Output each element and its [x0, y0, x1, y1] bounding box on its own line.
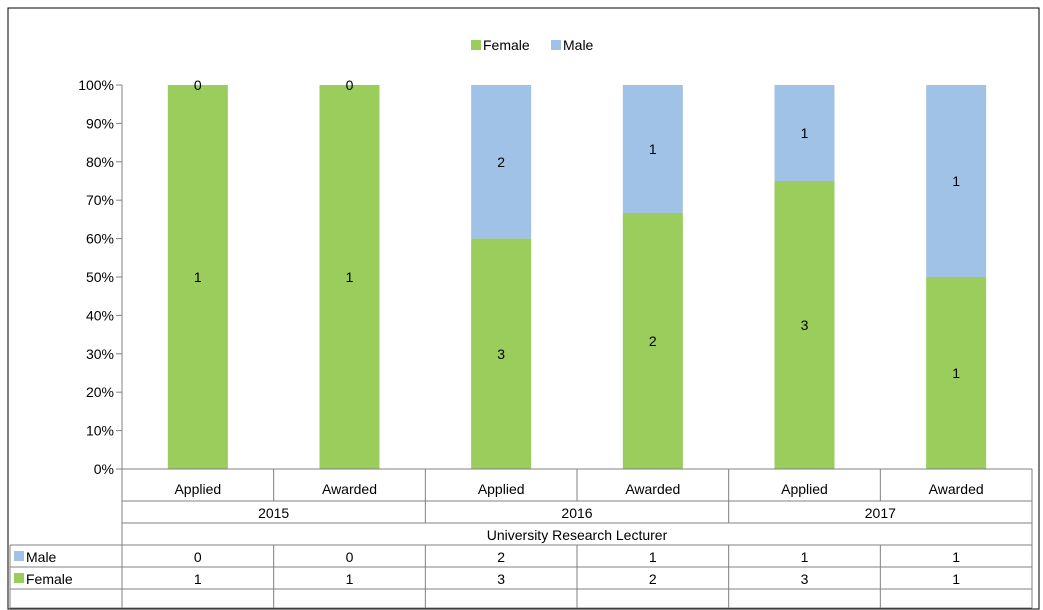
- table-row-label-female: Female: [26, 571, 73, 587]
- legend: Female Male: [471, 37, 594, 53]
- table-cell-female: 1: [194, 571, 202, 587]
- bar-label-male: 2: [497, 154, 505, 170]
- table-cell-female: 3: [497, 571, 505, 587]
- bar-male: [471, 85, 532, 239]
- bar-male: [774, 85, 835, 181]
- y-tick-label: 50%: [86, 269, 114, 285]
- bar-male: [622, 85, 683, 213]
- data-table: Male Female 0 1 0 1 2 3 1 2 1 3 1 1: [9, 545, 1033, 609]
- bar-female: [926, 277, 987, 469]
- bar-label-female: 3: [801, 317, 809, 333]
- legend-label-male: Male: [563, 37, 594, 53]
- table-cell-male: 2: [497, 549, 505, 565]
- y-tick-label: 60%: [86, 231, 114, 247]
- table-cell-male: 0: [346, 549, 354, 565]
- table-cell-male: 0: [194, 549, 202, 565]
- legend-swatch-female: [471, 40, 481, 50]
- bars: [167, 85, 987, 469]
- x-group-label: 2015: [258, 505, 289, 521]
- y-tick-label: 100%: [78, 77, 114, 93]
- legend-swatch-male: [551, 40, 561, 50]
- x-axis: Applied Awarded Applied Awarded Applied Award…: [10, 468, 1033, 546]
- y-tick-label: 30%: [86, 346, 114, 362]
- x-category-label: Awarded: [929, 481, 984, 497]
- y-tick-label: 90%: [86, 115, 114, 131]
- legend-label-female: Female: [483, 37, 530, 53]
- table-cell-female: 1: [346, 571, 354, 587]
- bar-label-female: 3: [497, 346, 505, 362]
- bar-female: [622, 213, 683, 469]
- table-cell-male: 1: [952, 549, 960, 565]
- y-tick-label: 80%: [86, 154, 114, 170]
- table-swatch-male: [14, 551, 24, 561]
- table-cell-female: 3: [801, 571, 809, 587]
- x-group-label: 2016: [561, 505, 592, 521]
- bar-label-male: 0: [194, 77, 202, 93]
- y-tick-label: 0%: [94, 461, 114, 477]
- y-tick-label: 40%: [86, 307, 114, 323]
- table-cell-female: 1: [952, 571, 960, 587]
- y-axis: 0% 10% 20% 30% 40% 50% 60% 70% 80% 90% 100%: [78, 77, 123, 477]
- y-tick-label: 10%: [86, 423, 114, 439]
- bar-label-male: 1: [649, 141, 657, 157]
- table-row-label-male: Male: [26, 549, 57, 565]
- x-category-label: Applied: [174, 481, 221, 497]
- bar-female: [319, 85, 380, 469]
- bar-label-male: 0: [346, 77, 354, 93]
- table-cell-female: 2: [649, 571, 657, 587]
- y-tick-label: 20%: [86, 384, 114, 400]
- x-category-label: Awarded: [625, 481, 680, 497]
- bar-female: [167, 85, 228, 469]
- table-cell-male: 1: [649, 549, 657, 565]
- bar-label-female: 1: [346, 269, 354, 285]
- table-cell-male: 1: [801, 549, 809, 565]
- bar-label-male: 1: [801, 125, 809, 141]
- bar-label-female: 1: [952, 365, 960, 381]
- x-group-title: University Research Lecturer: [487, 527, 668, 543]
- bar-labels: 1 0 1 0 3 2 2 1 3 1 1 1: [194, 77, 960, 381]
- x-category-label: Awarded: [322, 481, 377, 497]
- bar-female: [471, 238, 532, 469]
- table-swatch-female: [14, 573, 24, 583]
- bar-label-female: 1: [194, 269, 202, 285]
- x-group-label: 2017: [865, 505, 896, 521]
- bar-male: [926, 85, 987, 277]
- bar-label-female: 2: [649, 333, 657, 349]
- x-category-label: Applied: [478, 481, 525, 497]
- bar-female: [774, 181, 835, 469]
- x-category-label: Applied: [781, 481, 828, 497]
- y-tick-label: 70%: [86, 192, 114, 208]
- bar-label-male: 1: [952, 173, 960, 189]
